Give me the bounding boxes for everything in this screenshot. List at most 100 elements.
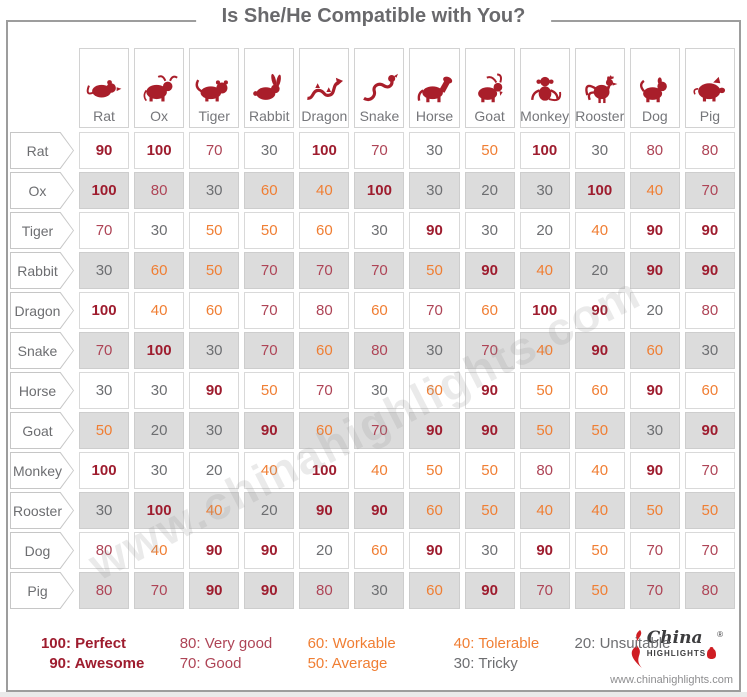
score-cell: 50 xyxy=(189,212,240,249)
score-cell: 50 xyxy=(409,252,460,289)
column-header-dragon: Dragon xyxy=(299,48,350,128)
column-header-tiger: Tiger xyxy=(189,48,240,128)
monkey-icon xyxy=(530,76,561,102)
column-header-label: Rabbit xyxy=(249,108,290,124)
legend-item-70: 70: Good xyxy=(166,654,272,674)
column-header-dog: Dog xyxy=(629,48,680,128)
score-cell: 90 xyxy=(574,332,625,369)
table-row-goat: Goat 50 20 30 90 60 70 90 90 50 50 30 90 xyxy=(10,412,735,449)
chinahighlights-logo: China HIGHLIGHTS ® xyxy=(629,630,723,668)
score-cell: 70 xyxy=(134,572,185,609)
row-label-rat: Rat xyxy=(10,132,74,169)
score-cell: 30 xyxy=(79,372,130,409)
score-cell: 40 xyxy=(519,492,570,529)
score-cell: 100 xyxy=(519,292,570,329)
logo-registered-mark: ® xyxy=(717,630,723,639)
score-cell: 50 xyxy=(464,452,515,489)
row-label-text: Tiger xyxy=(21,222,54,239)
score-cell: 20 xyxy=(464,172,515,209)
score-cell: 30 xyxy=(244,132,295,169)
score-cell: 70 xyxy=(629,572,680,609)
score-cell: 30 xyxy=(134,372,185,409)
column-header-label: Horse xyxy=(415,108,454,124)
legend-column: 80: Very good 70: Good xyxy=(166,634,273,674)
score-cell: 30 xyxy=(574,132,625,169)
tiger-icon xyxy=(195,79,229,102)
legend-item-50: 50: Average xyxy=(294,654,418,674)
row-label-dog: Dog xyxy=(10,532,74,569)
legend-score: 40 xyxy=(453,635,471,652)
score-cell: 70 xyxy=(684,532,735,569)
legend-label: Workable xyxy=(332,635,396,652)
snake-icon xyxy=(363,73,399,102)
column-header-label: Dragon xyxy=(301,108,348,124)
table-row-dragon: Dragon 100 40 60 70 80 60 70 60 100 90 20 80 xyxy=(10,292,735,329)
score-cell: 20 xyxy=(629,292,680,329)
table-row-tiger: Tiger 70 30 50 50 60 30 90 30 20 40 90 90 xyxy=(10,212,735,249)
score-cell: 90 xyxy=(519,532,570,569)
column-header-rat: Rat xyxy=(79,48,130,128)
pig-icon xyxy=(693,76,725,102)
legend-column: 40: Tolerable 30: Tricky xyxy=(440,634,540,674)
row-label-horse: Horse xyxy=(10,372,74,409)
legend-score: 60 xyxy=(307,635,325,652)
score-cell: 60 xyxy=(244,172,295,209)
row-label-text: Rat xyxy=(26,142,49,159)
score-cell: 90 xyxy=(464,572,515,609)
score-cell: 30 xyxy=(354,372,405,409)
score-cell: 90 xyxy=(189,372,240,409)
score-cell: 90 xyxy=(629,452,680,489)
score-cell: 60 xyxy=(409,492,460,529)
row-label-tiger: Tiger xyxy=(10,212,74,249)
table-row-ox: Ox 100 80 30 60 40 100 30 20 30 100 40 70 xyxy=(10,172,735,209)
legend-score: 100 xyxy=(40,635,66,652)
table-row-rabbit: Rabbit 30 60 50 70 70 70 50 90 40 20 90 90 xyxy=(10,252,735,289)
score-cell: 30 xyxy=(409,172,460,209)
score-cell: 80 xyxy=(79,572,130,609)
row-label-text: Dragon xyxy=(14,302,61,319)
score-cell: 30 xyxy=(409,132,460,169)
legend-column: 100: Perfect 90: Awesome xyxy=(36,634,144,674)
column-header-snake: Snake xyxy=(354,48,405,128)
score-cell: 100 xyxy=(574,172,625,209)
score-cell: 90 xyxy=(409,412,460,449)
score-cell: 80 xyxy=(299,572,350,609)
table-row-snake: Snake 70 100 30 70 60 80 30 70 40 90 60 30 xyxy=(10,332,735,369)
column-header-label: Rooster xyxy=(575,108,625,124)
score-cell: 20 xyxy=(189,452,240,489)
score-cell: 40 xyxy=(629,172,680,209)
score-cell: 70 xyxy=(299,372,350,409)
score-cell: 20 xyxy=(574,252,625,289)
legend: 100: Perfect 90: Awesome 80: Very good 70: … xyxy=(36,634,692,674)
score-cell: 50 xyxy=(244,372,295,409)
score-cell: 50 xyxy=(684,492,735,529)
ox-icon xyxy=(143,75,178,102)
score-cell: 30 xyxy=(189,332,240,369)
table-row-dog: Dog 80 40 90 90 20 60 90 30 90 50 70 70 xyxy=(10,532,735,569)
score-cell: 70 xyxy=(684,452,735,489)
legend-label: Perfect xyxy=(75,635,127,652)
score-cell: 60 xyxy=(464,292,515,329)
score-cell: 80 xyxy=(684,572,735,609)
row-label-pig: Pig xyxy=(10,572,74,609)
row-label-text: Goat xyxy=(22,422,53,439)
horse-icon xyxy=(417,76,452,103)
score-cell: 40 xyxy=(244,452,295,489)
score-cell: 60 xyxy=(299,212,350,249)
score-cell: 20 xyxy=(134,412,185,449)
score-cell: 50 xyxy=(464,132,515,169)
score-cell: 30 xyxy=(629,412,680,449)
score-cell: 60 xyxy=(409,572,460,609)
score-cell: 100 xyxy=(134,132,185,169)
row-label-text: Dog xyxy=(24,542,51,559)
legend-item-100: 100: Perfect xyxy=(36,634,144,654)
legend-item-40: 40: Tolerable xyxy=(440,634,540,654)
score-cell: 100 xyxy=(79,452,130,489)
score-cell: 70 xyxy=(79,332,130,369)
dog-icon xyxy=(639,77,667,103)
column-header-label: Dog xyxy=(641,108,668,124)
score-cell: 50 xyxy=(629,492,680,529)
score-cell: 40 xyxy=(574,492,625,529)
score-cell: 30 xyxy=(464,212,515,249)
score-cell: 90 xyxy=(409,212,460,249)
